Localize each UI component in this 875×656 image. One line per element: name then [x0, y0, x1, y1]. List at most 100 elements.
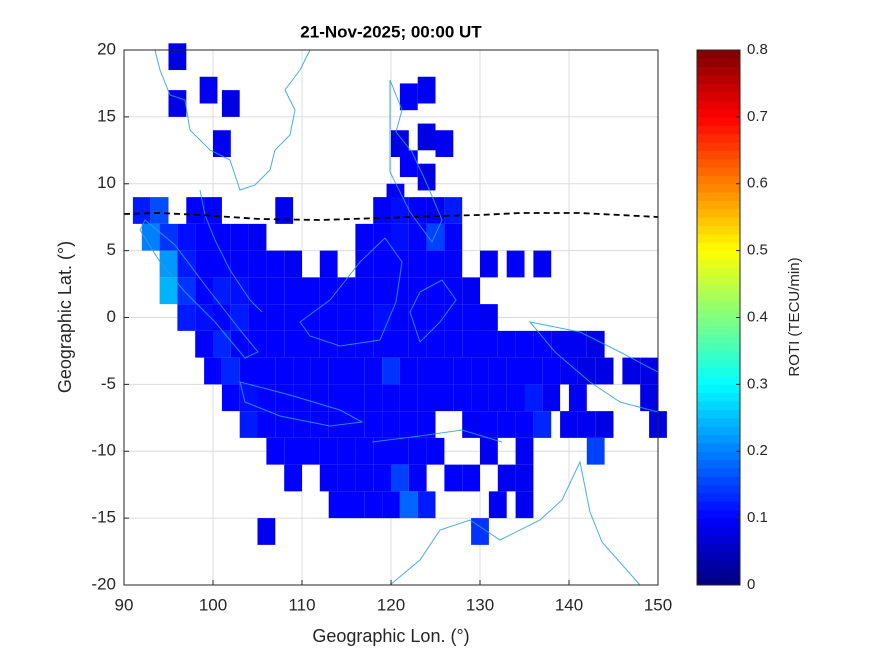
roti-cell: [195, 250, 213, 278]
roti-cell: [293, 357, 311, 385]
roti-cell: [302, 304, 320, 331]
colorbar-swatch: [697, 233, 740, 243]
colorbar-tick-label: 0.5: [747, 242, 768, 259]
colorbar-swatch: [697, 133, 740, 143]
roti-cell: [266, 437, 285, 465]
roti-cell: [230, 223, 249, 251]
roti-cell: [560, 357, 578, 385]
roti-cell: [391, 250, 409, 278]
colorbar-swatch: [697, 392, 740, 402]
roti-cell: [417, 163, 436, 191]
roti-cell: [524, 357, 543, 385]
roti-cell: [640, 384, 658, 412]
roti-cell: [355, 250, 374, 278]
y-tick-label: 10: [97, 173, 116, 192]
roti-cell: [310, 384, 329, 412]
colorbar-tick-label: 0.3: [747, 375, 768, 392]
roti-cell: [373, 330, 391, 358]
roti-cell: [533, 330, 552, 358]
roti-cell: [497, 411, 516, 438]
roti-cell: [177, 250, 196, 278]
roti-cell: [435, 357, 454, 385]
colorbar-swatch: [697, 518, 740, 527]
coastline: [389, 79, 443, 243]
roti-cell: [435, 130, 454, 157]
roti-cells: [132, 43, 667, 545]
roti-cell: [515, 411, 534, 438]
roti-cell: [542, 384, 561, 412]
y-tick-label: -5: [101, 374, 116, 393]
y-axis-label: Geographic Lat. (°): [55, 241, 75, 393]
roti-cell: [391, 330, 409, 358]
colorbar-swatch: [697, 551, 740, 561]
roti-cell: [355, 277, 374, 305]
roti-cell: [391, 277, 409, 305]
roti-cell: [417, 123, 436, 151]
roti-cell: [391, 437, 409, 465]
roti-cell: [177, 304, 196, 331]
colorbar-swatch: [697, 367, 740, 377]
colorbar-swatch: [697, 275, 740, 285]
roti-cell: [373, 464, 391, 492]
roti-cell: [310, 357, 329, 385]
roti-cell: [408, 464, 427, 492]
colorbar-tick-label: 0.8: [747, 41, 768, 58]
roti-cell: [426, 223, 445, 251]
roti-cell: [337, 464, 356, 492]
roti-cell: [488, 491, 507, 519]
y-tick-label: -15: [91, 508, 116, 527]
colorbar-swatch: [697, 167, 740, 176]
roti-cell: [213, 223, 231, 251]
colorbar-swatch: [697, 434, 740, 444]
roti-cell: [515, 330, 534, 358]
roti-cell: [399, 150, 418, 178]
roti-cell: [248, 223, 267, 251]
roti-cell: [221, 384, 240, 412]
colorbar-swatch: [697, 317, 740, 327]
roti-cell: [417, 76, 436, 104]
roti-cell: [399, 491, 418, 519]
y-tick-label: 15: [97, 106, 116, 125]
colorbar-swatch: [697, 250, 740, 260]
roti-cell: [426, 250, 445, 278]
colorbar-tick-label: 0.7: [747, 108, 768, 125]
roti-cell: [417, 384, 436, 412]
coastlines: [139, 49, 659, 586]
roti-cell: [408, 437, 427, 465]
roti-cell: [480, 330, 498, 358]
roti-cell: [426, 437, 445, 465]
colorbar-swatch: [697, 200, 740, 210]
roti-cell: [195, 277, 213, 305]
roti-cell: [408, 250, 427, 278]
roti-cell: [382, 411, 400, 438]
roti-cell: [328, 491, 347, 519]
colorbar-swatch: [697, 467, 740, 477]
colorbar-swatch: [697, 493, 740, 502]
roti-cell: [417, 411, 436, 438]
colorbar-swatch: [697, 484, 740, 494]
colorbar-swatch: [697, 509, 740, 519]
roti-cell: [533, 411, 552, 438]
colorbar-swatch: [697, 83, 740, 93]
roti-cell: [319, 330, 338, 358]
colorbar-swatch: [697, 442, 740, 452]
roti-cell: [444, 223, 463, 251]
roti-cell: [417, 357, 436, 385]
x-tick-label: 130: [466, 595, 494, 614]
coastline: [199, 189, 263, 313]
x-tick-label: 120: [377, 595, 405, 614]
roti-cell: [373, 277, 391, 305]
roti-cell: [444, 464, 463, 492]
roti-cell: [488, 357, 507, 385]
y-tick-label: -20: [91, 574, 116, 593]
roti-cell: [408, 223, 427, 251]
colorbar-swatch: [697, 208, 740, 218]
roti-cell: [622, 357, 641, 385]
roti-cell: [426, 330, 445, 358]
roti-cell: [506, 250, 525, 278]
roti-cell: [239, 411, 258, 438]
colorbar-swatch: [697, 192, 740, 201]
roti-cell: [132, 197, 151, 224]
roti-cell: [373, 197, 391, 224]
